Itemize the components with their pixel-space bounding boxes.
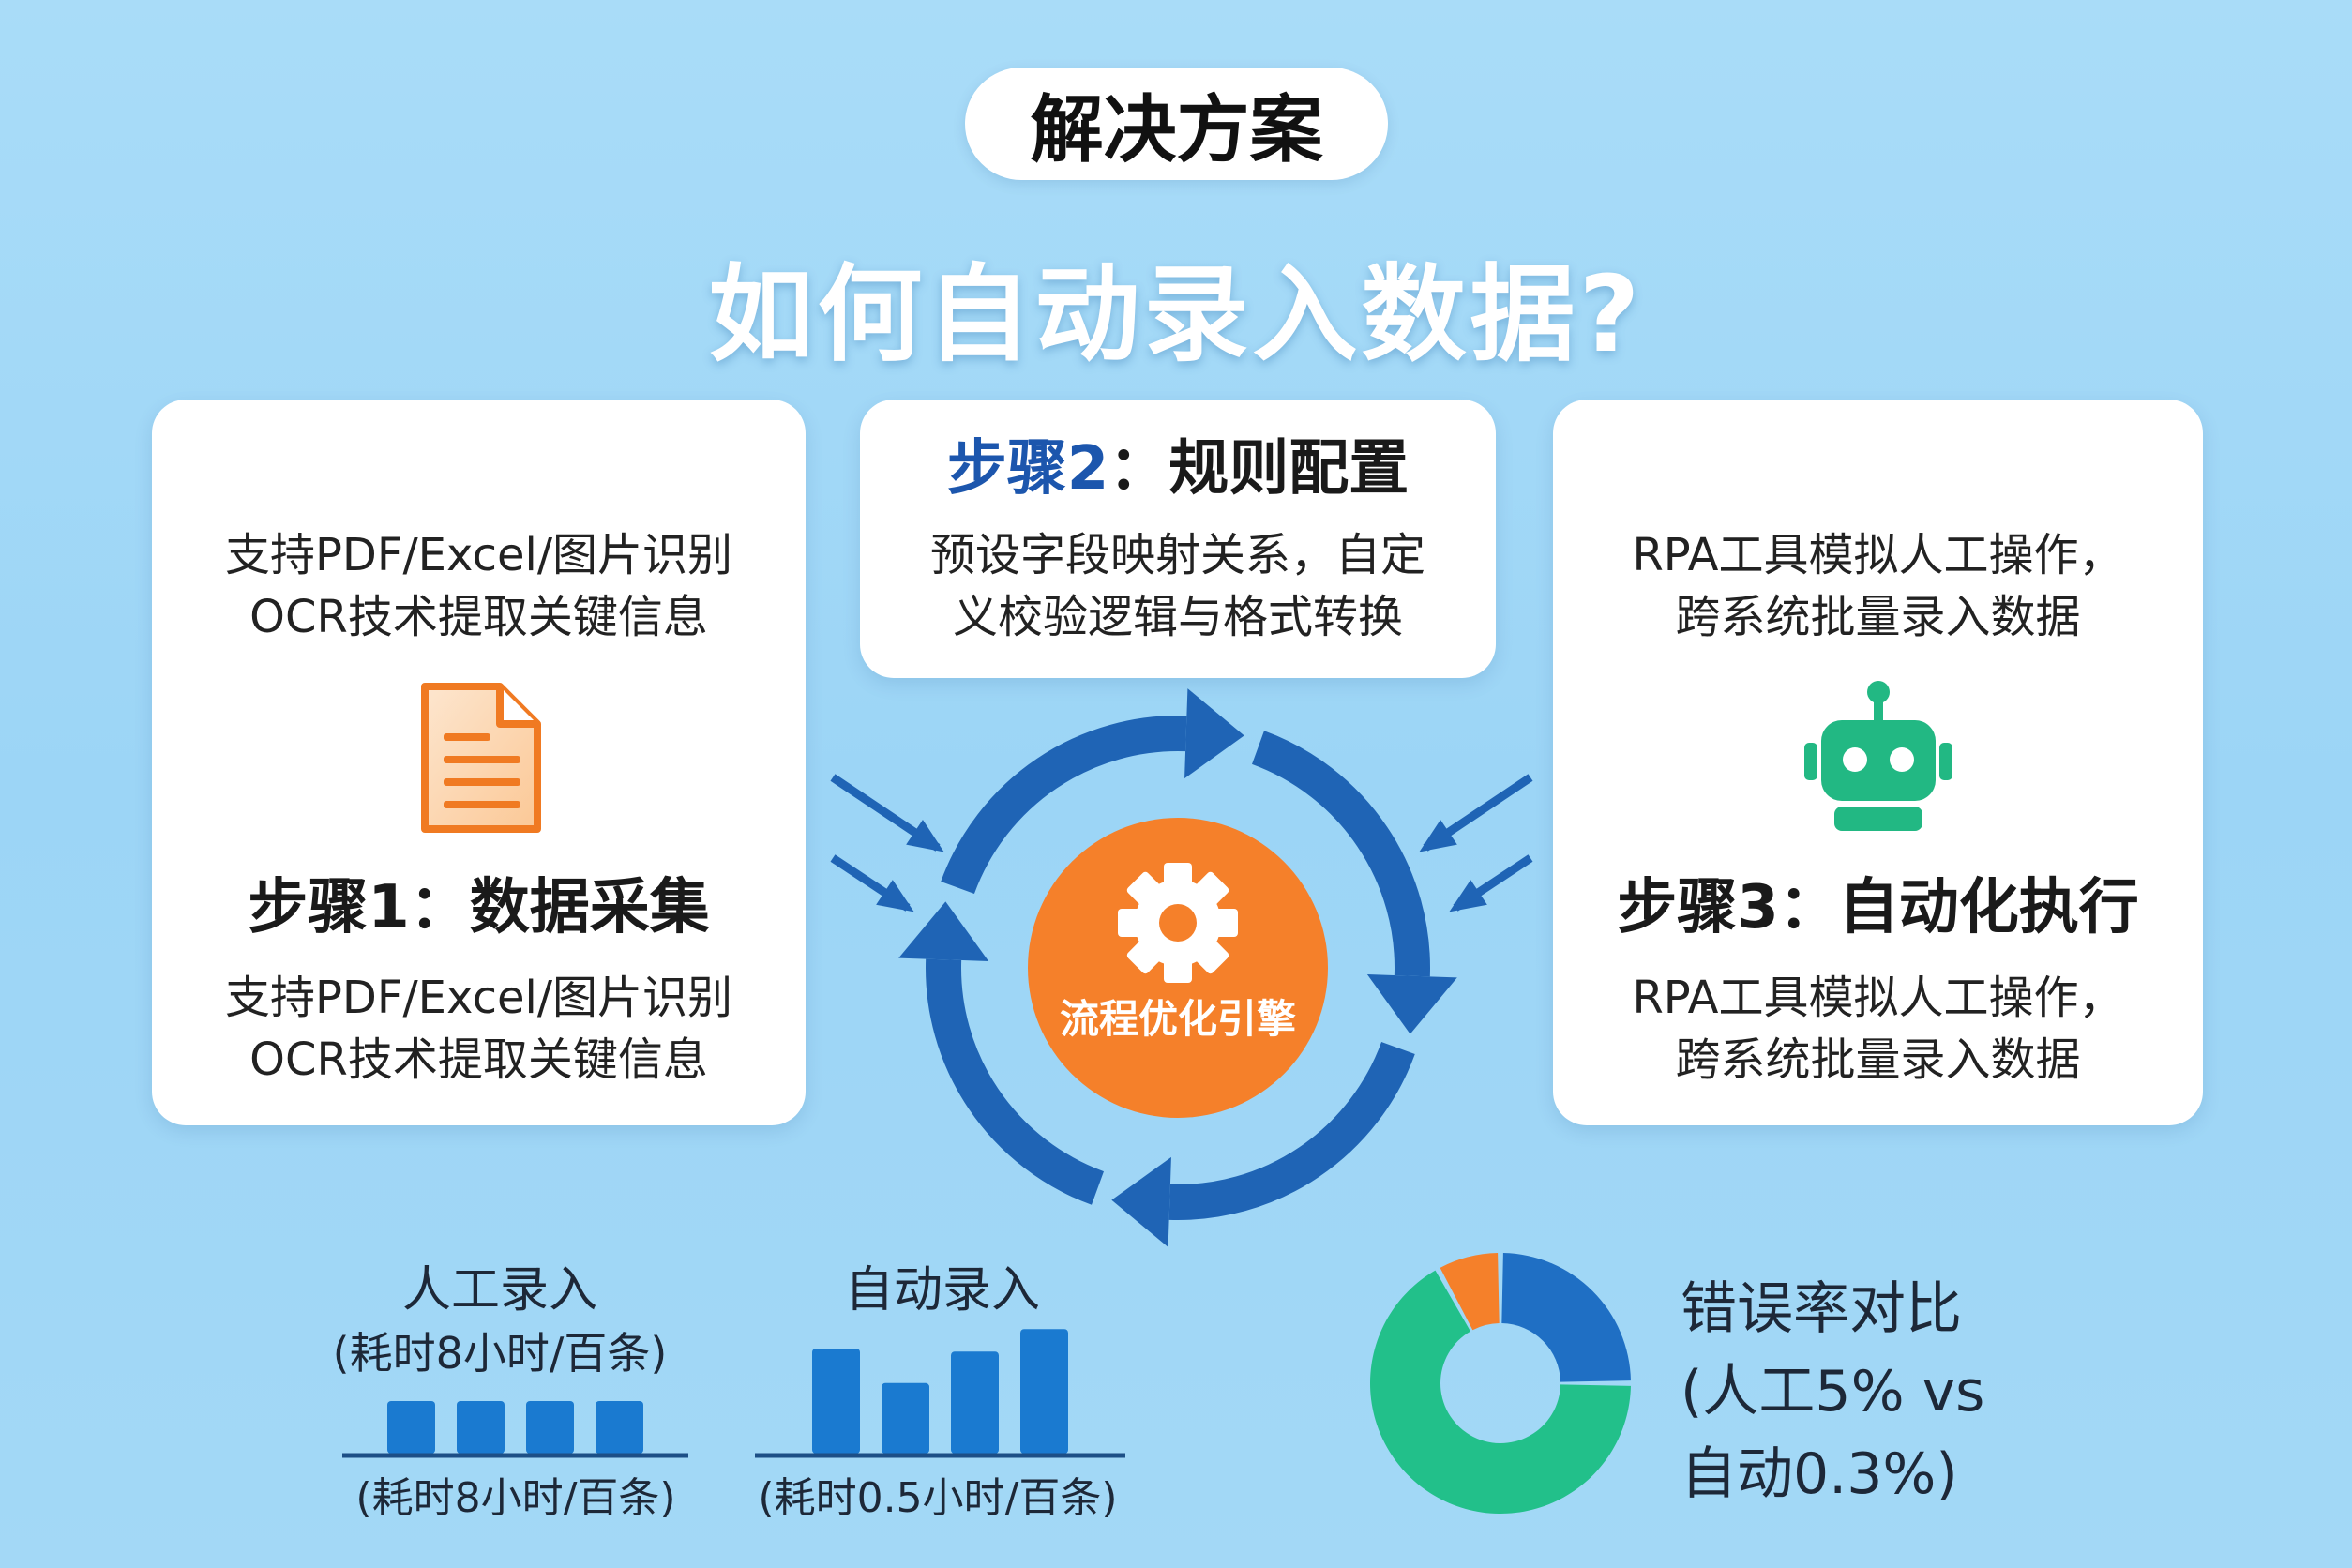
gear-hole (1159, 904, 1197, 942)
error-rate-label: 错误率对比 (人工5% vs 自动0.3%) (1681, 1268, 1984, 1515)
manual-bar-chart (342, 1401, 688, 1458)
manual-chart-subtitle: (耗时8小时/百条) (332, 1328, 668, 1379)
step1-desc-line: 支持PDF/Excel/图片识别 (224, 972, 732, 1024)
step2-desc-line: 预设字段映射关系，自定 (929, 529, 1425, 581)
manual-chart-xlabel: (耗时8小时/百条) (355, 1474, 676, 1522)
error-rate-donut (1370, 1253, 1631, 1515)
cycle-arc (926, 958, 1105, 1205)
input-arrowhead (876, 880, 914, 912)
bar (526, 1401, 574, 1454)
step3-desc-line: 跨系统批量录入数据 (1675, 591, 2081, 643)
gear-icon (1118, 863, 1238, 983)
cycle-arrowhead (1111, 1156, 1171, 1247)
cycle-arrowhead (1366, 974, 1457, 1034)
robot-icon (1804, 681, 1952, 831)
step1-desc-line: OCR技术提取关键信息 (249, 1033, 708, 1086)
cycle-arc (1168, 1041, 1415, 1220)
step3-desc-line: 跨系统批量录入数据 (1675, 1033, 2081, 1086)
bar (596, 1401, 643, 1454)
step2-heading-rest: ：规则配置 (1108, 434, 1410, 504)
step3-heading: 步骤3：自动化执行 (1617, 873, 2139, 942)
cycle-arrows (898, 688, 1457, 1247)
step2-heading: 步骤2：规则配置 (860, 439, 1496, 499)
page-title: 如何自动录入数据? (708, 254, 1644, 376)
input-arrowhead (1449, 880, 1487, 912)
bar (457, 1401, 505, 1454)
input-arrowhead (1419, 820, 1457, 852)
bar (812, 1349, 860, 1454)
step2-desc-line: 义校验逻辑与格式转换 (952, 591, 1403, 643)
cycle-arrowhead (1184, 688, 1244, 779)
cycle-arc (941, 716, 1187, 895)
input-arrowhead (906, 820, 944, 852)
cycle-arc (1251, 731, 1430, 977)
input-arrows (830, 774, 1533, 912)
step1-desc-line: 支持PDF/Excel/图片识别 (224, 529, 732, 581)
auto-chart-xlabel: (耗时0.5小时/百条) (758, 1474, 1118, 1522)
step3-desc-line: RPA工具模拟人工操作， (1632, 529, 2124, 581)
bar (882, 1382, 929, 1454)
donut-segment (1370, 1270, 1631, 1515)
cycle-arrowhead (898, 901, 989, 961)
bar (387, 1401, 435, 1454)
auto-chart-title: 自动录入 (844, 1262, 1040, 1319)
donut-segment (1501, 1253, 1631, 1382)
manual-chart-title: 人工录入 (401, 1262, 597, 1319)
step1-card: 支持PDF/Excel/图片识别 OCR技术提取关键信息 步骤1：数据采集 支持… (152, 400, 806, 1125)
bar (951, 1351, 999, 1454)
auto-bar-chart (755, 1329, 1125, 1458)
step3-desc-line: RPA工具模拟人工操作， (1632, 972, 2124, 1024)
step1-heading: 步骤1：数据采集 (248, 873, 710, 942)
engine-label: 流程优化引擎 (1059, 996, 1296, 1042)
solution-badge: 解决方案 (965, 68, 1388, 180)
error-rate-line: (人工5% vs (1681, 1359, 1985, 1425)
step2-card: 步骤2：规则配置 预设字段映射关系，自定 义校验逻辑与格式转换 (860, 400, 1496, 678)
error-rate-line: 自动0.3%) (1681, 1441, 1958, 1507)
donut-segment (1440, 1253, 1500, 1331)
error-rate-line: 错误率对比 (1681, 1276, 1962, 1342)
step2-heading-prefix: 步骤2 (946, 434, 1109, 504)
step3-card: RPA工具模拟人工操作， 跨系统批量录入数据 步骤3：自动化执行 RPA工具模拟… (1553, 400, 2203, 1125)
document-icon (421, 683, 541, 833)
step1-desc-line: OCR技术提取关键信息 (249, 591, 708, 643)
bar (1020, 1329, 1068, 1454)
